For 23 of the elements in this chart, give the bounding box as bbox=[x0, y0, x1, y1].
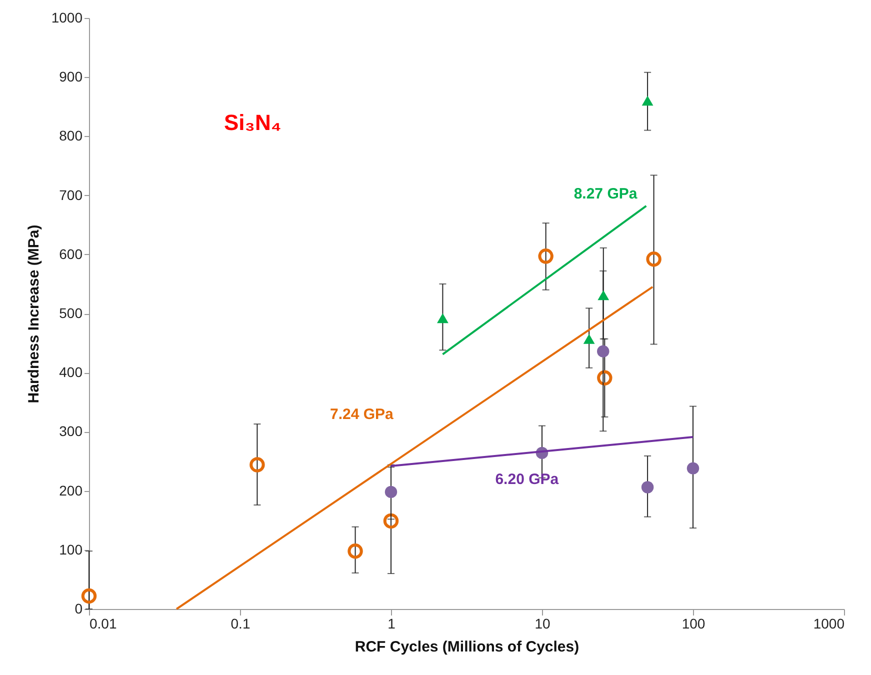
x-tick-label: 1 bbox=[388, 616, 396, 632]
y-tick-label: 600 bbox=[59, 246, 83, 262]
y-tick-label: 500 bbox=[59, 305, 83, 321]
x-tick-label: 100 bbox=[682, 616, 706, 632]
series-label: 8.27 GPa bbox=[574, 186, 638, 203]
x-tick-label: 0.1 bbox=[230, 616, 250, 632]
y-tick-label: 0 bbox=[74, 600, 83, 616]
annotation: Si₃N₄ bbox=[224, 110, 282, 135]
y-tick-label: 300 bbox=[59, 423, 83, 440]
x-tick-label: 1000 bbox=[813, 616, 845, 632]
y-tick-label: 1000 bbox=[51, 10, 83, 26]
y-tick-label: 700 bbox=[59, 186, 83, 203]
y-axis-title: Hardness Increase (MPa) bbox=[25, 224, 42, 404]
series-label: 6.20 GPa bbox=[495, 470, 560, 488]
y-tick-label: 800 bbox=[59, 128, 83, 144]
y-tick-label: 100 bbox=[59, 541, 83, 558]
y-tick-label: 900 bbox=[59, 68, 83, 85]
y-tick-label: 200 bbox=[59, 482, 83, 498]
x-axis-title: RCF Cycles (Millions of Cycles) bbox=[354, 638, 580, 656]
x-tick-label: 0.01 bbox=[90, 616, 117, 632]
text: 7.24 GPa bbox=[330, 406, 394, 423]
y-tick-label: 400 bbox=[59, 364, 83, 380]
x-tick-label: 10 bbox=[534, 616, 550, 632]
